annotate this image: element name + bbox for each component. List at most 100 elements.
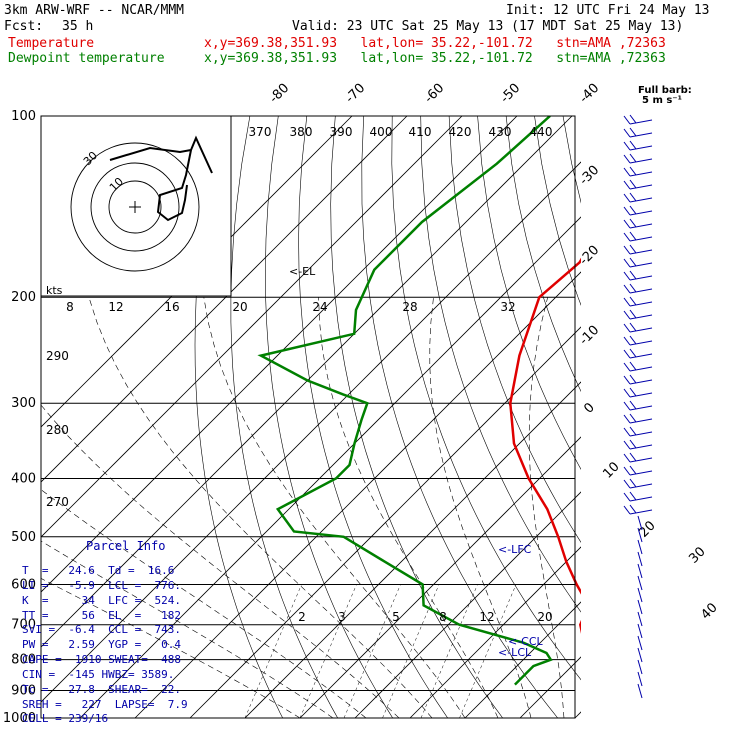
init-time: Init: 12 UTC Fri 24 May 13: [506, 3, 710, 18]
isotherm-line: [41, 116, 573, 648]
wind-barb: [629, 491, 637, 501]
isotherm-line: [409, 546, 581, 718]
wind-barb: [629, 257, 637, 267]
wind-barb: [623, 440, 631, 450]
dewpoint-legend: Dewpoint temperature: [8, 51, 165, 66]
wind-barb: [629, 275, 653, 281]
theta-label: 420: [449, 125, 472, 139]
level-annotation: <-LFC: [498, 543, 532, 556]
wind-barb: [629, 301, 653, 307]
wind-barb: [629, 244, 637, 254]
wind-barb: [623, 167, 631, 177]
wind-barb: [629, 327, 653, 333]
mixing-ratio-line: [343, 584, 401, 718]
wind-barb: [629, 205, 637, 215]
isotherm-line: [41, 161, 581, 703]
pressure-tick-label: 900: [11, 683, 36, 698]
wind-barb: [629, 288, 653, 294]
hodograph-ring: [90, 162, 180, 252]
wind-barb: [629, 431, 653, 437]
parcel-row: T = 24.6 Td = 16.6: [22, 564, 175, 577]
theta-label: 440: [530, 125, 553, 139]
mixing-ratio-line: [382, 584, 440, 718]
wind-barb: [629, 270, 637, 280]
mixing-ratio-label: 5: [392, 610, 400, 624]
wind-barb: [623, 362, 631, 372]
dry-adiabat: [420, 116, 581, 613]
wind-barb: [637, 671, 643, 687]
wind-barb: [629, 348, 637, 358]
wind-barb: [623, 349, 631, 359]
isotherm-line: [244, 381, 581, 718]
wind-barb: [629, 392, 653, 398]
wind-barb: [629, 145, 653, 151]
isotherm-line: [41, 116, 518, 593]
wind-barb: [629, 127, 637, 137]
wind-barb: [623, 479, 631, 489]
dry-adiabat: [477, 116, 581, 470]
speed-axis-label: 28: [402, 300, 417, 314]
pressure-tick-label: 500: [11, 530, 36, 545]
isotherm-line: [464, 601, 581, 718]
wind-barb: [623, 414, 631, 424]
wind-barb: [629, 444, 653, 450]
wind-barb: [623, 453, 631, 463]
wind-barb: [637, 575, 643, 591]
isotherm-line: [354, 491, 581, 718]
wind-barb: [623, 375, 631, 385]
wind-barb: [629, 374, 637, 384]
wind-barb: [629, 496, 653, 502]
wind-barb: [629, 210, 653, 216]
mixing-ratio-line: [299, 584, 357, 718]
wind-barb: [629, 478, 637, 488]
theta-label: 410: [409, 125, 432, 139]
dry-adiabat: [448, 116, 581, 543]
mixing-ratio-line: [244, 584, 302, 718]
wind-barb: [629, 335, 637, 345]
wind-barb: [637, 551, 643, 567]
wind-barb: [637, 623, 643, 639]
parcel-row: K = 34 LFC = 524.: [22, 594, 181, 607]
wind-barb: [629, 426, 637, 436]
wind-barb: [623, 284, 631, 294]
mixing-ratio-label: 12: [479, 610, 494, 624]
wind-barb: [623, 193, 631, 203]
wind-barb: [629, 236, 653, 242]
valid-time: Valid: 23 UTC Sat 25 May 13 (17 MDT Sat …: [292, 19, 684, 34]
wind-barb: [623, 505, 631, 515]
level-annotation: <-EL: [289, 265, 316, 278]
wind-barb: [623, 128, 631, 138]
wind-barb: [629, 114, 637, 124]
wind-barb: [629, 140, 637, 150]
model-title: 3km ARW-WRF -- NCAR/MMM: [4, 3, 185, 18]
wind-barb: [629, 314, 653, 320]
wind-barb: [637, 587, 643, 603]
dry-adiabat: [505, 116, 581, 392]
pressure-tick-label: 600: [11, 577, 36, 592]
fcst-value: 35 h: [62, 19, 94, 34]
temperature-legend: Temperature: [8, 36, 95, 51]
wind-barb: [623, 388, 631, 398]
wind-barb: [623, 401, 631, 411]
barb-key-title: Full barb:: [638, 85, 692, 96]
parcel-row: TT = 56 EL = 182: [22, 609, 181, 622]
parcel-row: SVI = -6.4 CCL = 743.: [22, 623, 181, 636]
parcel-row: CAPE = 1910 SWEAT= 488: [22, 653, 181, 666]
wind-barb: [629, 387, 637, 397]
parcel-row: CELL = 239/16: [22, 712, 109, 725]
wind-barb: [629, 452, 637, 462]
fcst-label: Fcst:: [4, 19, 44, 34]
wind-barb: [629, 465, 637, 475]
wind-barb: [629, 132, 653, 138]
wind-barb: [623, 232, 631, 242]
theta-label: 390: [330, 125, 353, 139]
theta-label: 400: [370, 125, 393, 139]
wind-barb: [629, 340, 653, 346]
dry-adiabat: [265, 116, 393, 718]
wind-barb: [629, 366, 653, 372]
dewpoint-profile: [257, 116, 553, 686]
wind-barb: [629, 296, 637, 306]
pressure-tick-label: 200: [11, 290, 36, 305]
hodograph-ring: [70, 142, 200, 272]
wind-barb: [623, 466, 631, 476]
